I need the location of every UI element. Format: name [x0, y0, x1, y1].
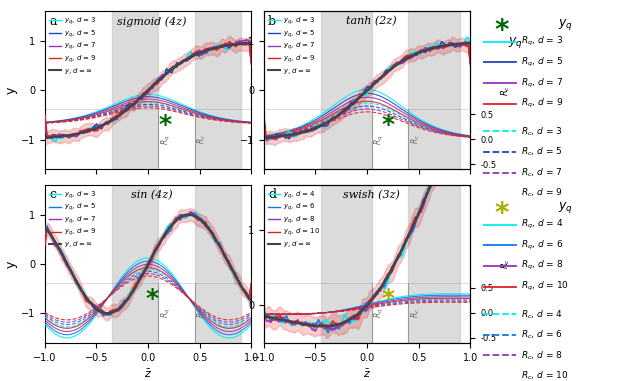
- Y-axis label: $R_c$: $R_c$: [499, 85, 511, 96]
- Text: *: *: [494, 200, 509, 228]
- Text: $R_q$, $d$ = 7: $R_q$, $d$ = 7: [521, 77, 563, 90]
- Text: $R_q$, $d$ = 9: $R_q$, $d$ = 9: [521, 97, 563, 110]
- Text: *: *: [381, 113, 394, 137]
- Bar: [321, 11, 372, 169]
- Bar: [408, 185, 460, 343]
- Text: $R_q$, $d$ = 5: $R_q$, $d$ = 5: [521, 56, 563, 69]
- Text: b: b: [268, 14, 276, 27]
- Text: $R_c$: $R_c$: [410, 308, 422, 318]
- Legend: $y_q$, $d$ = 3, $y_q$, $d$ = 5, $y_q$, $d$ = 7, $y_q$, $d$ = 9, $y$, $d = \infty: $y_q$, $d$ = 3, $y_q$, $d$ = 5, $y_q$, $…: [48, 15, 97, 77]
- Text: sin (4z): sin (4z): [131, 190, 173, 200]
- Text: tanh (2z): tanh (2z): [346, 16, 397, 26]
- Bar: [195, 11, 241, 169]
- Text: c: c: [49, 188, 56, 201]
- Text: $y_q$: $y_q$: [559, 17, 573, 32]
- Text: $R_c$: $R_c$: [410, 134, 422, 144]
- Text: $R_q$: $R_q$: [373, 308, 387, 318]
- Legend: $y_q$, $d$ = 3, $y_q$, $d$ = 5, $y_q$, $d$ = 7, $y_q$, $d$ = 9, $y$, $d = \infty: $y_q$, $d$ = 3, $y_q$, $d$ = 5, $y_q$, $…: [268, 15, 316, 77]
- Text: sigmoid (4z): sigmoid (4z): [118, 16, 187, 27]
- Text: $R_q$, $d$ = 6: $R_q$, $d$ = 6: [521, 239, 563, 252]
- Legend: $y_q$, $d$ = 4, $y_q$, $d$ = 6, $y_q$, $d$ = 8, $y_q$, $d$ = 10, $y$, $d = \inft: $y_q$, $d$ = 4, $y_q$, $d$ = 6, $y_q$, $…: [268, 189, 321, 250]
- Text: a: a: [49, 14, 56, 27]
- Text: $R_c$, $d$ = 4: $R_c$, $d$ = 4: [521, 308, 563, 320]
- Text: $R_q$, $d$ = 10: $R_q$, $d$ = 10: [521, 280, 569, 293]
- Text: $R_c$, $d$ = 7: $R_c$, $d$ = 7: [521, 166, 563, 179]
- Bar: [112, 11, 159, 169]
- Text: $R_q$, $d$ = 8: $R_q$, $d$ = 8: [521, 259, 563, 272]
- Text: $R_c$, $d$ = 10: $R_c$, $d$ = 10: [521, 370, 568, 381]
- Text: *: *: [494, 17, 509, 45]
- Text: *: *: [158, 113, 171, 137]
- Y-axis label: $R_c$: $R_c$: [499, 258, 511, 269]
- Text: $R_q$, $d$ = 4: $R_q$, $d$ = 4: [521, 218, 563, 231]
- Text: d: d: [268, 188, 276, 201]
- Y-axis label: y: y: [5, 86, 18, 94]
- Text: $R_q$: $R_q$: [373, 134, 387, 144]
- Text: $y_q$: $y_q$: [508, 35, 522, 51]
- X-axis label: $\bar{z}$: $\bar{z}$: [363, 368, 371, 380]
- Text: $R_c$, $d$ = 3: $R_c$, $d$ = 3: [521, 125, 563, 138]
- Text: $R_q$, $d$ = 3: $R_q$, $d$ = 3: [521, 35, 563, 48]
- Text: $R_c$, $d$ = 5: $R_c$, $d$ = 5: [521, 146, 563, 158]
- Bar: [112, 185, 159, 343]
- Text: *: *: [146, 287, 159, 311]
- Y-axis label: y: y: [5, 260, 18, 268]
- X-axis label: $\bar{z}$: $\bar{z}$: [144, 368, 152, 380]
- Text: $R_q$: $R_q$: [159, 308, 173, 318]
- Text: $R_c$: $R_c$: [196, 134, 208, 144]
- Text: $R_c$, $d$ = 9: $R_c$, $d$ = 9: [521, 187, 563, 199]
- Text: $R_c$, $d$ = 8: $R_c$, $d$ = 8: [521, 349, 563, 362]
- Text: $y_q$: $y_q$: [559, 200, 573, 215]
- Text: $R_c$, $d$ = 6: $R_c$, $d$ = 6: [521, 329, 563, 341]
- Text: *: *: [381, 287, 394, 311]
- Text: $R_c$: $R_c$: [196, 308, 208, 318]
- Bar: [321, 185, 372, 343]
- Text: $R_q$: $R_q$: [159, 134, 173, 144]
- Bar: [195, 185, 241, 343]
- Legend: $y_q$, $d$ = 3, $y_q$, $d$ = 5, $y_q$, $d$ = 7, $y_q$, $d$ = 9, $y$, $d = \infty: $y_q$, $d$ = 3, $y_q$, $d$ = 5, $y_q$, $…: [48, 189, 97, 250]
- Bar: [408, 11, 460, 169]
- Text: swish (3z): swish (3z): [343, 190, 399, 200]
